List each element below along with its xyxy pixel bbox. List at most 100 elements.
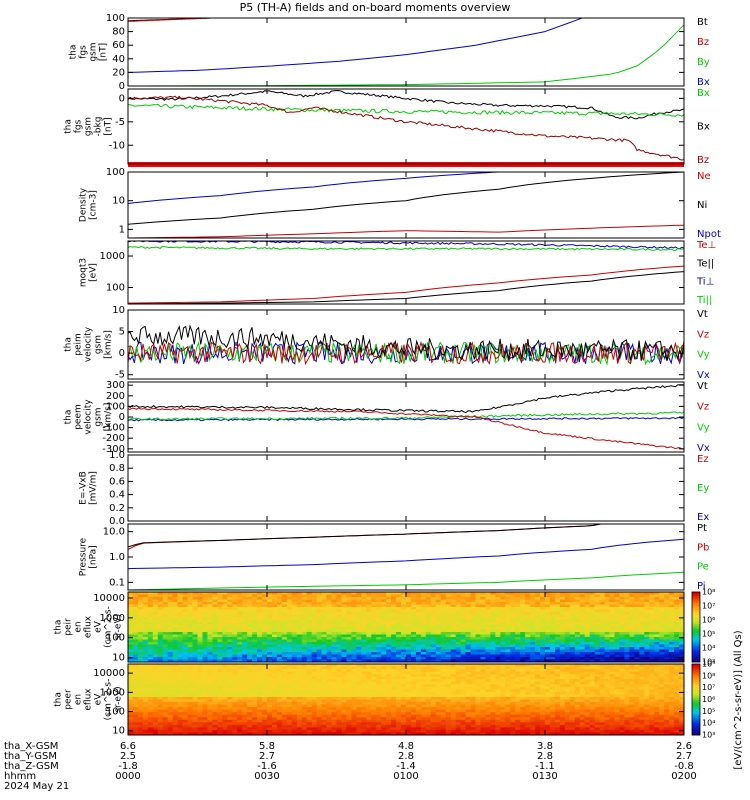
spectrogram-cell — [132, 696, 139, 700]
spectrogram-cell — [326, 707, 332, 711]
spectrogram-cell — [584, 597, 591, 600]
spectrogram-cell — [281, 632, 288, 635]
spectrogram-cell — [401, 709, 407, 713]
spectrogram-cell — [386, 622, 392, 625]
spectrogram-cell — [361, 717, 367, 721]
spectrogram-cell — [331, 722, 337, 726]
spectrogram-cell — [500, 627, 506, 630]
spectrogram-cell — [420, 622, 427, 625]
spectrogram-cell — [356, 724, 362, 728]
spectrogram-cell — [192, 627, 198, 630]
spectrogram-cell — [599, 604, 605, 608]
spectrogram-cell — [406, 612, 412, 615]
spectrogram-cell — [356, 604, 362, 608]
spectrogram-cell — [545, 632, 551, 635]
spectrogram-cell — [629, 614, 635, 618]
spectrogram-cell — [296, 699, 303, 703]
spectrogram-cell — [609, 602, 615, 605]
spectrogram-cell — [286, 707, 293, 711]
spectrogram-cell — [132, 617, 139, 620]
y-axis-label: [nT] — [104, 117, 114, 135]
spectrogram-cell — [167, 699, 174, 703]
spectrogram-cell — [326, 679, 332, 683]
spectrogram-cell — [396, 729, 402, 733]
spectrogram-cell — [286, 714, 293, 718]
spectrogram-cell — [172, 659, 179, 662]
spectrogram-cell — [535, 632, 541, 635]
spectrogram-cell — [366, 607, 372, 610]
spectrogram-cell — [470, 642, 476, 645]
spectrogram-cell — [470, 629, 476, 633]
spectrogram-cell — [267, 599, 273, 603]
legend-label: Ex — [697, 512, 709, 523]
spectrogram-cell — [495, 639, 501, 643]
spectrogram-cell — [222, 612, 228, 615]
spectrogram-cell — [455, 599, 461, 603]
spectrogram-cell — [589, 602, 596, 605]
spectrogram-cell — [247, 654, 253, 658]
spectrogram-cell — [386, 684, 392, 688]
spectrogram-cell — [520, 649, 526, 653]
y-tick-label: 0.2 — [109, 503, 125, 514]
spectrogram-cell — [415, 614, 422, 618]
spectrogram-cell — [222, 599, 228, 603]
spectrogram-cell — [351, 727, 357, 731]
y-axis-label: velocity — [84, 399, 94, 435]
spectrogram-cell — [371, 619, 377, 623]
spectrogram-cell — [654, 614, 660, 618]
spectrogram-cell — [535, 642, 541, 645]
spectrogram-cell — [237, 607, 243, 610]
spectrogram-cell — [247, 684, 253, 688]
series-Te|| — [128, 271, 684, 304]
spectrogram-cell — [629, 602, 635, 605]
spectrogram-cell — [520, 607, 526, 610]
spectrogram-cell — [465, 632, 471, 635]
spectrogram-cell — [381, 642, 387, 645]
spectrogram-cell — [162, 702, 169, 705]
spectrogram-cell — [321, 732, 327, 735]
spectrogram-cell — [470, 602, 476, 605]
y-tick-label: 5 — [119, 327, 125, 338]
spectrogram-cell — [152, 629, 159, 633]
spectrogram-cell — [530, 652, 536, 655]
spectrogram-cell — [267, 607, 273, 610]
spectrogram-cell — [396, 674, 402, 678]
y-tick-label: 300 — [106, 380, 125, 391]
spectrogram-cell — [207, 681, 213, 685]
spectrogram-cell — [515, 644, 521, 648]
spectrogram-cell — [401, 659, 407, 662]
spectrogram-cell — [465, 607, 471, 610]
spectrogram-cell — [341, 686, 347, 690]
spectrogram-cell — [574, 652, 581, 655]
spectrogram-cell — [276, 674, 283, 678]
spectrogram-cell — [152, 702, 159, 705]
spectrogram-cell — [192, 657, 198, 660]
spectrogram-cell — [182, 617, 188, 620]
spectrogram-cell — [142, 627, 149, 630]
spectrogram-cell — [664, 622, 670, 625]
spectrogram-cell — [674, 617, 680, 620]
spectrogram-cell — [271, 709, 278, 713]
spectrogram-cell — [262, 707, 268, 711]
spectrogram-cell — [649, 599, 655, 603]
spectrogram-cell — [167, 714, 174, 718]
spectrogram-cell — [187, 696, 193, 700]
spectrogram-cell — [147, 629, 154, 633]
spectrogram-cell — [326, 694, 332, 698]
spectrogram-cell — [346, 614, 352, 618]
spectrogram-cell — [172, 649, 179, 653]
spectrogram-cell — [128, 694, 134, 698]
spectrogram-cell — [242, 612, 248, 615]
spectrogram-cell — [187, 644, 193, 648]
spectrogram-cell — [207, 674, 213, 678]
spectrogram-cell — [296, 654, 303, 658]
spectrogram-cell — [361, 602, 367, 605]
spectrogram-cell — [624, 639, 630, 643]
spectrogram-cell — [267, 657, 273, 660]
spectrogram-cell — [217, 652, 223, 655]
spectrogram-cell — [167, 694, 174, 698]
spectrogram-cell — [281, 639, 288, 643]
spectrogram-cell — [336, 642, 342, 645]
spectrogram-cell — [276, 637, 283, 640]
